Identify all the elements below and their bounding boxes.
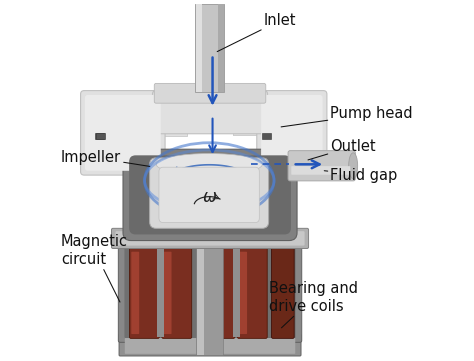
- FancyBboxPatch shape: [129, 247, 159, 338]
- Polygon shape: [115, 94, 187, 135]
- Bar: [198, 243, 204, 355]
- FancyBboxPatch shape: [125, 248, 296, 338]
- Text: Impeller: Impeller: [61, 149, 150, 166]
- Bar: [262, 133, 271, 139]
- FancyBboxPatch shape: [159, 167, 259, 223]
- Text: Pump head: Pump head: [281, 106, 413, 127]
- Text: Bearing and
drive coils: Bearing and drive coils: [269, 281, 358, 328]
- FancyBboxPatch shape: [288, 151, 356, 181]
- Bar: [157, 249, 164, 337]
- Bar: [196, 243, 223, 355]
- FancyBboxPatch shape: [119, 334, 301, 356]
- Ellipse shape: [156, 153, 262, 175]
- FancyBboxPatch shape: [111, 228, 309, 248]
- FancyBboxPatch shape: [261, 95, 323, 171]
- Bar: [96, 133, 105, 139]
- Polygon shape: [233, 94, 307, 135]
- Bar: [95, 133, 104, 139]
- FancyBboxPatch shape: [131, 252, 139, 334]
- FancyBboxPatch shape: [272, 247, 294, 338]
- Text: Magnetic
circuit: Magnetic circuit: [61, 234, 128, 302]
- FancyBboxPatch shape: [153, 91, 267, 134]
- Text: Fluid gap: Fluid gap: [324, 168, 398, 183]
- Bar: [194, 4, 224, 92]
- FancyBboxPatch shape: [116, 231, 305, 245]
- FancyBboxPatch shape: [155, 83, 266, 103]
- FancyBboxPatch shape: [150, 158, 269, 228]
- FancyBboxPatch shape: [205, 247, 235, 338]
- FancyBboxPatch shape: [292, 166, 350, 175]
- Ellipse shape: [349, 153, 358, 179]
- Text: Inlet: Inlet: [217, 13, 296, 52]
- FancyBboxPatch shape: [207, 252, 215, 334]
- Text: Outlet: Outlet: [308, 139, 376, 160]
- FancyBboxPatch shape: [257, 91, 327, 175]
- FancyBboxPatch shape: [239, 252, 247, 334]
- FancyBboxPatch shape: [123, 149, 297, 240]
- FancyBboxPatch shape: [81, 91, 165, 175]
- Bar: [233, 249, 240, 337]
- FancyBboxPatch shape: [125, 338, 295, 354]
- FancyBboxPatch shape: [237, 247, 267, 338]
- FancyBboxPatch shape: [129, 155, 291, 234]
- Bar: [197, 249, 204, 337]
- Bar: [196, 4, 202, 92]
- Bar: [219, 4, 224, 92]
- FancyBboxPatch shape: [118, 243, 302, 342]
- FancyBboxPatch shape: [85, 95, 161, 171]
- FancyBboxPatch shape: [164, 252, 172, 334]
- Text: $\omega$: $\omega$: [202, 188, 217, 206]
- FancyBboxPatch shape: [162, 247, 191, 338]
